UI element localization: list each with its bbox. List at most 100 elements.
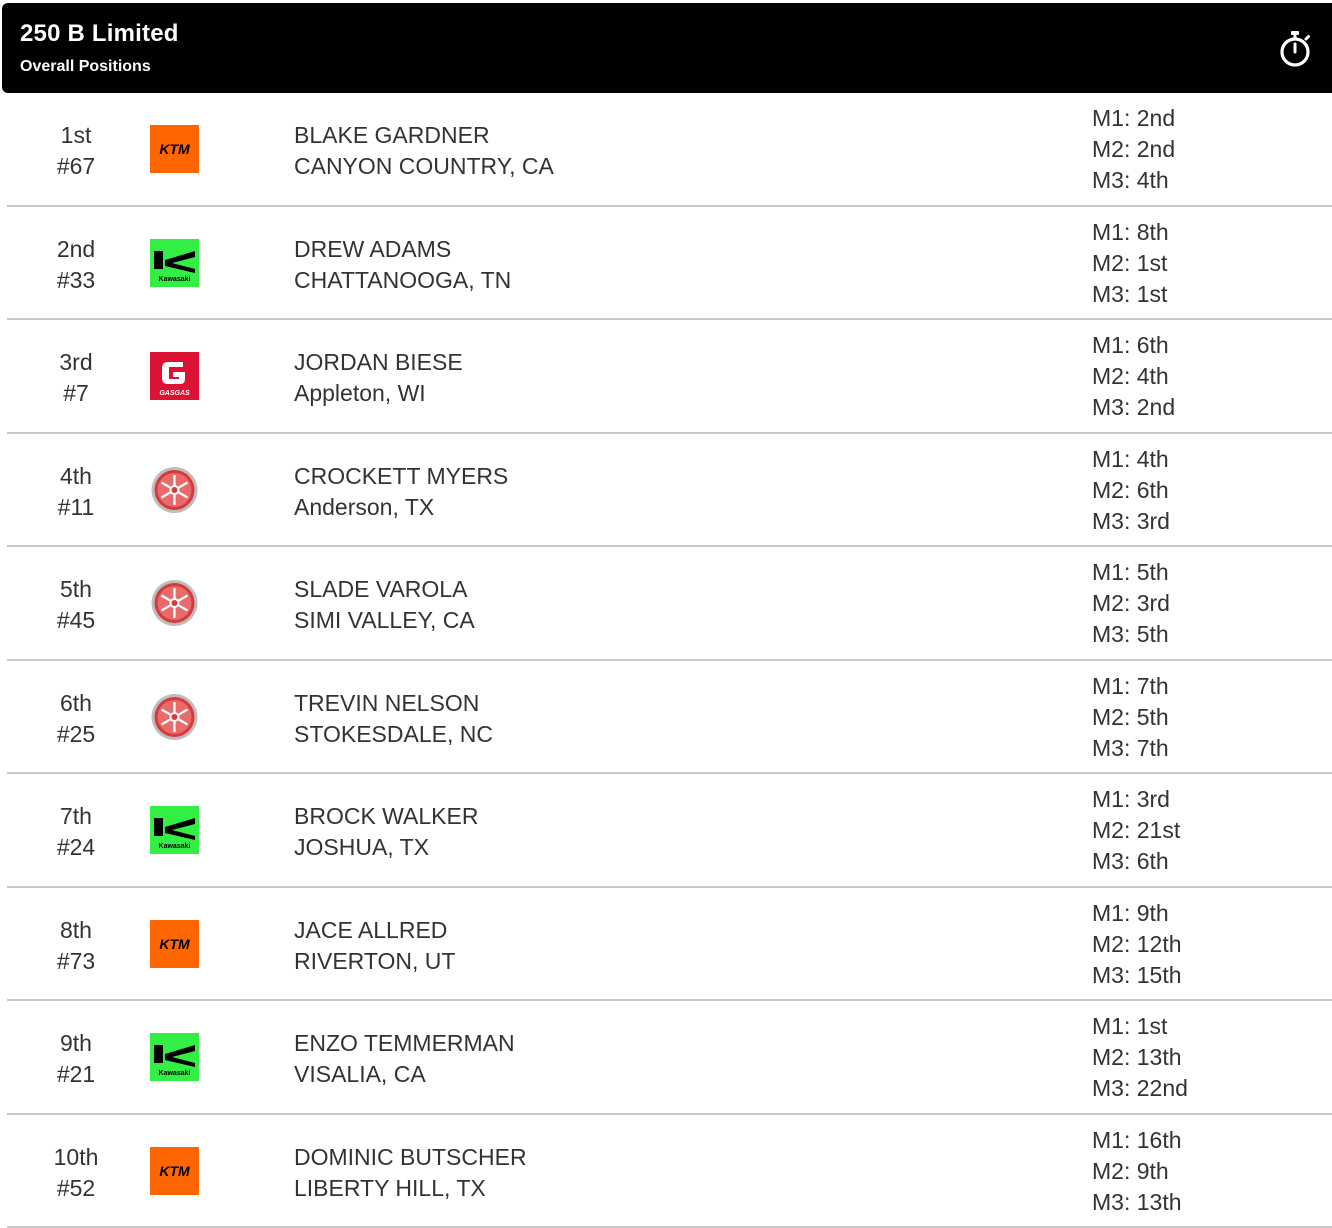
result-row[interactable]: 2nd #33 Kawasaki DREW ADAMS CHATTANOOGA,… — [0, 207, 1332, 321]
rider-info[interactable]: CROCKETT MYERS Anderson, TX — [294, 461, 508, 523]
moto-3-result: M3: 15th — [1092, 960, 1182, 991]
rider-number: #67 — [20, 151, 132, 182]
rider-info[interactable]: TREVIN NELSON STOKESDALE, NC — [294, 688, 493, 750]
rider-number: #73 — [20, 946, 132, 977]
rider-info[interactable]: BLAKE GARDNER CANYON COUNTRY, CA — [294, 120, 554, 182]
class-subtitle: Overall Positions — [20, 58, 151, 76]
finish-position: 1st — [20, 120, 132, 151]
stopwatch-icon[interactable] — [1277, 30, 1313, 68]
rider-hometown: CANYON COUNTRY, CA — [294, 151, 554, 182]
rider-name[interactable]: ENZO TEMMERMAN — [294, 1028, 515, 1059]
result-row[interactable]: 7th #24 Kawasaki BROCK WALKER JOSHUA, TX… — [0, 774, 1332, 888]
ktm-logo: KTM — [150, 1147, 199, 1195]
moto-results: M1: 16th M2: 9th M3: 13th — [1092, 1125, 1182, 1218]
moto-3-result: M3: 13th — [1092, 1187, 1182, 1218]
rider-name[interactable]: JACE ALLRED — [294, 915, 455, 946]
ktm-logo: KTM — [150, 125, 199, 173]
result-row[interactable]: 6th #25 TREVIN NELSON STOKESDALE, NC M1:… — [0, 661, 1332, 775]
position-block: 8th #73 — [20, 915, 132, 977]
moto-3-result: M3: 3rd — [1092, 506, 1170, 537]
finish-position: 6th — [20, 688, 132, 719]
yamaha-logo — [150, 693, 199, 741]
rider-hometown: CHATTANOOGA, TN — [294, 265, 511, 296]
rider-info[interactable]: ENZO TEMMERMAN VISALIA, CA — [294, 1028, 515, 1090]
rider-name[interactable]: DOMINIC BUTSCHER — [294, 1142, 527, 1173]
moto-results: M1: 3rd M2: 21st M3: 6th — [1092, 784, 1180, 877]
moto-2-result: M2: 4th — [1092, 361, 1175, 392]
moto-3-result: M3: 1st — [1092, 279, 1169, 310]
result-row[interactable]: 1st #67 KTM BLAKE GARDNER CANYON COUNTRY… — [0, 93, 1332, 207]
moto-3-result: M3: 4th — [1092, 165, 1175, 196]
svg-text:KTM: KTM — [159, 1163, 190, 1179]
moto-2-result: M2: 21st — [1092, 815, 1180, 846]
position-block: 4th #11 — [20, 461, 132, 523]
moto-results: M1: 2nd M2: 2nd M3: 4th — [1092, 103, 1175, 196]
yamaha-logo — [150, 466, 199, 514]
position-block: 3rd #7 — [20, 347, 132, 409]
moto-1-result: M1: 6th — [1092, 330, 1175, 361]
rider-name[interactable]: DREW ADAMS — [294, 234, 511, 265]
result-row[interactable]: 9th #21 Kawasaki ENZO TEMMERMAN VISALIA,… — [0, 1001, 1332, 1115]
rider-name[interactable]: CROCKETT MYERS — [294, 461, 508, 492]
moto-1-result: M1: 1st — [1092, 1011, 1188, 1042]
position-block: 7th #24 — [20, 801, 132, 863]
moto-3-result: M3: 6th — [1092, 846, 1180, 877]
rider-hometown: JOSHUA, TX — [294, 832, 478, 863]
moto-1-result: M1: 7th — [1092, 671, 1169, 702]
rider-number: #52 — [20, 1173, 132, 1204]
gasgas-logo-icon: GASGAS — [150, 352, 199, 400]
moto-2-result: M2: 6th — [1092, 475, 1170, 506]
kawasaki-logo-icon: Kawasaki — [150, 1033, 199, 1081]
rider-hometown: SIMI VALLEY, CA — [294, 605, 475, 636]
rider-info[interactable]: JORDAN BIESE Appleton, WI — [294, 347, 463, 409]
rider-name[interactable]: TREVIN NELSON — [294, 688, 493, 719]
ktm-logo: KTM — [150, 920, 199, 968]
rider-name[interactable]: BLAKE GARDNER — [294, 120, 554, 151]
moto-results: M1: 9th M2: 12th M3: 15th — [1092, 898, 1182, 991]
ktm-logo-icon: KTM — [150, 920, 199, 968]
finish-position: 3rd — [20, 347, 132, 378]
results-list: 1st #67 KTM BLAKE GARDNER CANYON COUNTRY… — [0, 93, 1332, 1228]
position-block: 5th #45 — [20, 574, 132, 636]
rider-name[interactable]: BROCK WALKER — [294, 801, 478, 832]
moto-3-result: M3: 22nd — [1092, 1073, 1188, 1104]
rider-info[interactable]: BROCK WALKER JOSHUA, TX — [294, 801, 478, 863]
moto-2-result: M2: 12th — [1092, 929, 1182, 960]
class-title: 250 B Limited — [20, 20, 179, 48]
moto-2-result: M2: 1st — [1092, 248, 1169, 279]
finish-position: 5th — [20, 574, 132, 605]
position-block: 1st #67 — [20, 120, 132, 182]
moto-results: M1: 6th M2: 4th M3: 2nd — [1092, 330, 1175, 423]
result-row[interactable]: 8th #73 KTM JACE ALLRED RIVERTON, UT M1:… — [0, 888, 1332, 1002]
gasgas-logo: GASGAS — [150, 352, 199, 400]
finish-position: 7th — [20, 801, 132, 832]
rider-name[interactable]: SLADE VAROLA — [294, 574, 475, 605]
rider-info[interactable]: JACE ALLRED RIVERTON, UT — [294, 915, 455, 977]
rider-info[interactable]: DREW ADAMS CHATTANOOGA, TN — [294, 234, 511, 296]
moto-results: M1: 7th M2: 5th M3: 7th — [1092, 671, 1169, 764]
rider-info[interactable]: DOMINIC BUTSCHER LIBERTY HILL, TX — [294, 1142, 527, 1204]
result-row[interactable]: 10th #52 KTM DOMINIC BUTSCHER LIBERTY HI… — [0, 1115, 1332, 1228]
result-row[interactable]: 4th #11 CROCKETT MYERS Anderson, TX M1: … — [0, 434, 1332, 548]
yamaha-logo-icon — [150, 693, 199, 741]
result-row[interactable]: 5th #45 SLADE VAROLA SIMI VALLEY, CA M1:… — [0, 547, 1332, 661]
moto-1-result: M1: 9th — [1092, 898, 1182, 929]
result-row[interactable]: 3rd #7 GASGAS JORDAN BIESE Appleton, WI … — [0, 320, 1332, 434]
moto-2-result: M2: 13th — [1092, 1042, 1188, 1073]
position-block: 9th #21 — [20, 1028, 132, 1090]
rider-info[interactable]: SLADE VAROLA SIMI VALLEY, CA — [294, 574, 475, 636]
kawasaki-logo-icon: Kawasaki — [150, 806, 199, 854]
rider-number: #24 — [20, 832, 132, 863]
moto-3-result: M3: 7th — [1092, 733, 1169, 764]
position-block: 10th #52 — [20, 1142, 132, 1204]
rider-name[interactable]: JORDAN BIESE — [294, 347, 463, 378]
moto-2-result: M2: 5th — [1092, 702, 1169, 733]
moto-1-result: M1: 3rd — [1092, 784, 1180, 815]
rider-hometown: LIBERTY HILL, TX — [294, 1173, 527, 1204]
kawasaki-logo-icon: Kawasaki — [150, 239, 199, 287]
finish-position: 10th — [20, 1142, 132, 1173]
svg-text:Kawasaki: Kawasaki — [159, 1070, 191, 1077]
rider-number: #45 — [20, 605, 132, 636]
kawasaki-logo: Kawasaki — [150, 1033, 199, 1081]
rider-number: #21 — [20, 1059, 132, 1090]
